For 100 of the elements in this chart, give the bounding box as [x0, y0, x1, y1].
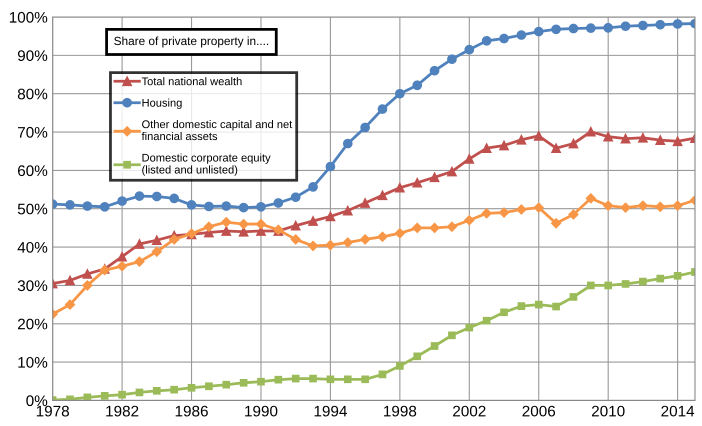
y-tick-label: 80%: [18, 88, 48, 100]
point: [672, 200, 683, 211]
point: [622, 280, 630, 288]
point: [170, 386, 178, 394]
x-tick-label: 2002: [453, 406, 486, 417]
point: [169, 194, 180, 204]
point: [238, 218, 249, 230]
y-tick-label: 90%: [18, 50, 48, 62]
point: [412, 222, 422, 234]
point: [655, 202, 666, 212]
point: [256, 202, 266, 212]
y-tick-label: 60%: [18, 165, 48, 176]
point: [534, 26, 544, 36]
point: [430, 172, 440, 182]
point: [222, 380, 230, 389]
point: [586, 126, 596, 137]
point: [82, 201, 92, 211]
point: [465, 324, 474, 332]
point: [136, 388, 144, 396]
point: [604, 282, 612, 290]
point: [326, 162, 336, 172]
y-tick-label: 10%: [18, 356, 48, 368]
point: [273, 198, 284, 208]
point: [342, 138, 353, 148]
point: [550, 218, 562, 228]
point: [240, 378, 248, 387]
point: [412, 80, 422, 90]
point: [378, 104, 388, 114]
point: [117, 196, 127, 206]
point: [586, 23, 596, 34]
legend-label: Total national wealth: [142, 77, 242, 86]
point: [84, 394, 92, 400]
point: [394, 88, 405, 99]
point: [638, 132, 648, 143]
y-tick-label: 40%: [18, 242, 48, 253]
point: [377, 232, 388, 242]
point: [534, 300, 543, 308]
point: [482, 208, 492, 218]
point: [620, 21, 630, 32]
point: [482, 36, 492, 46]
point: [413, 352, 422, 360]
point: [603, 22, 614, 33]
point: [152, 235, 162, 246]
point: [568, 138, 578, 148]
point: [638, 20, 648, 30]
point: [152, 192, 162, 202]
point: [290, 192, 301, 202]
point: [412, 178, 422, 188]
point: [326, 376, 334, 384]
point: [655, 135, 666, 145]
point: [152, 387, 161, 395]
point: [290, 234, 301, 245]
point: [638, 200, 648, 211]
point: [238, 226, 248, 237]
point: [221, 201, 232, 211]
point: [326, 212, 336, 222]
x-tick-label: 1982: [106, 406, 138, 417]
point: [464, 154, 474, 164]
point: [656, 274, 664, 282]
point: [534, 131, 544, 141]
point: [344, 376, 352, 384]
point: [620, 134, 630, 144]
point: [448, 331, 456, 340]
y-tick-label: 50%: [18, 204, 48, 214]
point: [221, 217, 232, 228]
point: [308, 182, 318, 192]
y-tick-label: 100%: [10, 12, 48, 23]
point: [290, 220, 301, 230]
point: [518, 302, 526, 310]
point: [655, 20, 666, 30]
point: [134, 191, 144, 201]
point: [394, 228, 405, 238]
point: [82, 280, 92, 291]
point: [65, 200, 75, 210]
point: [516, 30, 526, 40]
point: [446, 222, 458, 232]
point: [221, 226, 232, 236]
point: [568, 209, 579, 220]
point: [672, 136, 682, 146]
point: [118, 390, 126, 399]
point: [620, 202, 631, 213]
point: [482, 316, 490, 325]
point: [429, 222, 440, 234]
point: [586, 193, 596, 204]
point: [205, 382, 213, 390]
legend-label: Housing: [142, 98, 182, 109]
x-tick-label: 2010: [592, 406, 625, 417]
point: [152, 246, 162, 257]
point: [186, 200, 196, 210]
point: [134, 239, 144, 249]
point: [64, 299, 76, 310]
point: [325, 240, 336, 250]
x-tick-label: 2006: [522, 406, 556, 417]
point: [360, 122, 370, 132]
point: [308, 240, 318, 252]
point: [498, 207, 510, 218]
point: [499, 140, 509, 150]
point: [674, 272, 682, 280]
y-tick-label: 30%: [18, 280, 48, 292]
point: [551, 24, 561, 34]
